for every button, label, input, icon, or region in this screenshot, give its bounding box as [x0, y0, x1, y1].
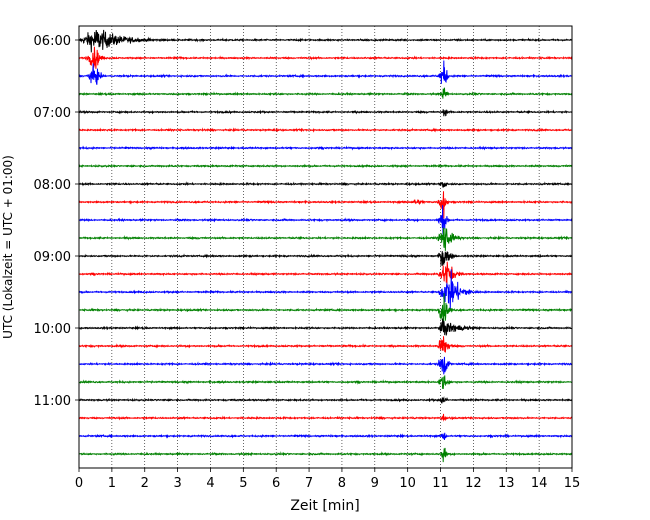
- x-tick-label: 10: [399, 476, 416, 491]
- x-axis-title: Zeit [min]: [290, 498, 359, 514]
- trace-row-1: [78, 46, 573, 69]
- trace-row-7: [78, 163, 573, 169]
- x-axis-ticks: 0 1 2 3 4 5 6 7 8 9 10 11 12 13 14 15: [75, 468, 580, 491]
- trace-row-16: [78, 318, 573, 337]
- trace-row-8: [78, 181, 573, 189]
- trace-row-17: [78, 336, 573, 353]
- trace-row-2: [78, 60, 573, 85]
- trace-row-9: [78, 191, 573, 219]
- x-tick-label: 2: [141, 476, 149, 491]
- x-tick-label: 3: [173, 476, 181, 491]
- x-tick-label: 13: [498, 476, 515, 491]
- trace-row-12: [78, 251, 573, 266]
- trace-row-11: [78, 227, 573, 251]
- x-tick-label: 14: [531, 476, 548, 491]
- trace-row-5: [78, 127, 573, 133]
- y-axis-title: UTC (Lokalzeit = UTC + 01:00): [1, 155, 15, 339]
- x-tick-label: 5: [239, 476, 247, 491]
- x-tick-label: 6: [272, 476, 280, 491]
- trace-row-22: [79, 432, 573, 440]
- x-tick-label: 0: [75, 476, 83, 491]
- trace-row-18: [78, 356, 573, 375]
- trace-row-21: [78, 413, 573, 422]
- trace-row-19: [78, 375, 573, 390]
- vertical-grid-lines: [111, 26, 540, 468]
- trace-row-4: [78, 109, 573, 117]
- trace-row-14: [78, 269, 573, 309]
- y-tick-label: 08:00: [34, 178, 71, 193]
- trace-row-3: [78, 87, 573, 99]
- x-tick-label: 1: [108, 476, 116, 491]
- x-tick-label: 8: [338, 476, 346, 491]
- x-tick-label: 4: [206, 476, 214, 491]
- x-tick-label: 12: [465, 476, 482, 491]
- y-tick-label: 10:00: [34, 322, 71, 337]
- y-tick-label: 07:00: [34, 106, 71, 121]
- trace-row-6: [78, 145, 573, 151]
- trace-row-20: [78, 396, 573, 404]
- seismogram-traces: [78, 29, 573, 463]
- x-tick-label: 7: [305, 476, 313, 491]
- plot-frame: [78, 25, 573, 469]
- x-tick-label: 9: [371, 476, 379, 491]
- y-axis-ticks: 06:00 07:00 08:00 09:00 10:00 11:00: [34, 34, 79, 409]
- y-tick-label: 11:00: [34, 394, 71, 409]
- x-tick-label: 15: [564, 476, 581, 491]
- y-tick-label: 06:00: [34, 34, 71, 49]
- trace-row-0: [78, 29, 573, 53]
- trace-row-15: [78, 293, 573, 322]
- trace-row-23: [78, 447, 573, 463]
- x-tick-label: 11: [432, 476, 449, 491]
- y-tick-label: 09:00: [34, 250, 71, 265]
- trace-row-10: [78, 205, 573, 239]
- trace-row-13: [78, 261, 573, 287]
